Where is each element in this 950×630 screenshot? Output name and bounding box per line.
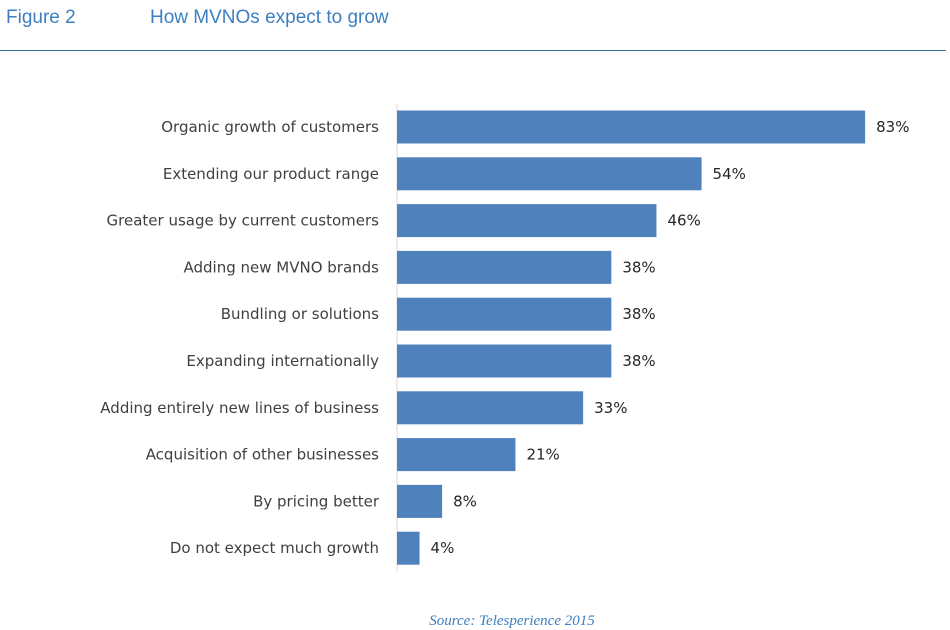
- bar: [397, 110, 866, 144]
- figure-label: Figure 2: [6, 7, 76, 28]
- category-label: Acquisition of other businesses: [146, 446, 379, 464]
- data-label: 4%: [431, 539, 455, 557]
- bar: [397, 344, 612, 378]
- data-label: 38%: [622, 305, 655, 323]
- category-label: Extending our product range: [163, 165, 379, 183]
- source-note: Source: Telesperience 2015: [429, 613, 595, 629]
- category-label: Expanding internationally: [186, 352, 379, 370]
- category-label: Adding entirely new lines of business: [100, 399, 379, 417]
- data-label: 38%: [622, 258, 655, 276]
- category-label: Bundling or solutions: [221, 305, 379, 323]
- category-label: Adding new MVNO brands: [184, 258, 380, 276]
- data-label: 21%: [526, 446, 559, 464]
- data-label: 8%: [453, 492, 477, 510]
- bar: [397, 438, 516, 472]
- category-label: By pricing better: [253, 492, 380, 510]
- figure-title: How MVNOs expect to grow: [150, 7, 389, 28]
- header-rule: [0, 50, 946, 51]
- bar: [397, 531, 420, 565]
- data-label: 33%: [594, 399, 627, 417]
- figure-header: Figure 2 How MVNOs expect to grow: [0, 0, 950, 52]
- bar: [397, 484, 443, 518]
- bar: [397, 157, 702, 191]
- data-label: 83%: [876, 118, 909, 136]
- category-label: Do not expect much growth: [170, 539, 379, 557]
- data-label: 54%: [713, 165, 746, 183]
- data-label: 38%: [622, 352, 655, 370]
- data-label: 46%: [667, 212, 700, 230]
- bar: [397, 391, 584, 425]
- category-label: Greater usage by current customers: [107, 212, 380, 230]
- bar: [397, 204, 657, 238]
- bar: [397, 250, 612, 284]
- category-label: Organic growth of customers: [161, 118, 379, 136]
- bar: [397, 297, 612, 331]
